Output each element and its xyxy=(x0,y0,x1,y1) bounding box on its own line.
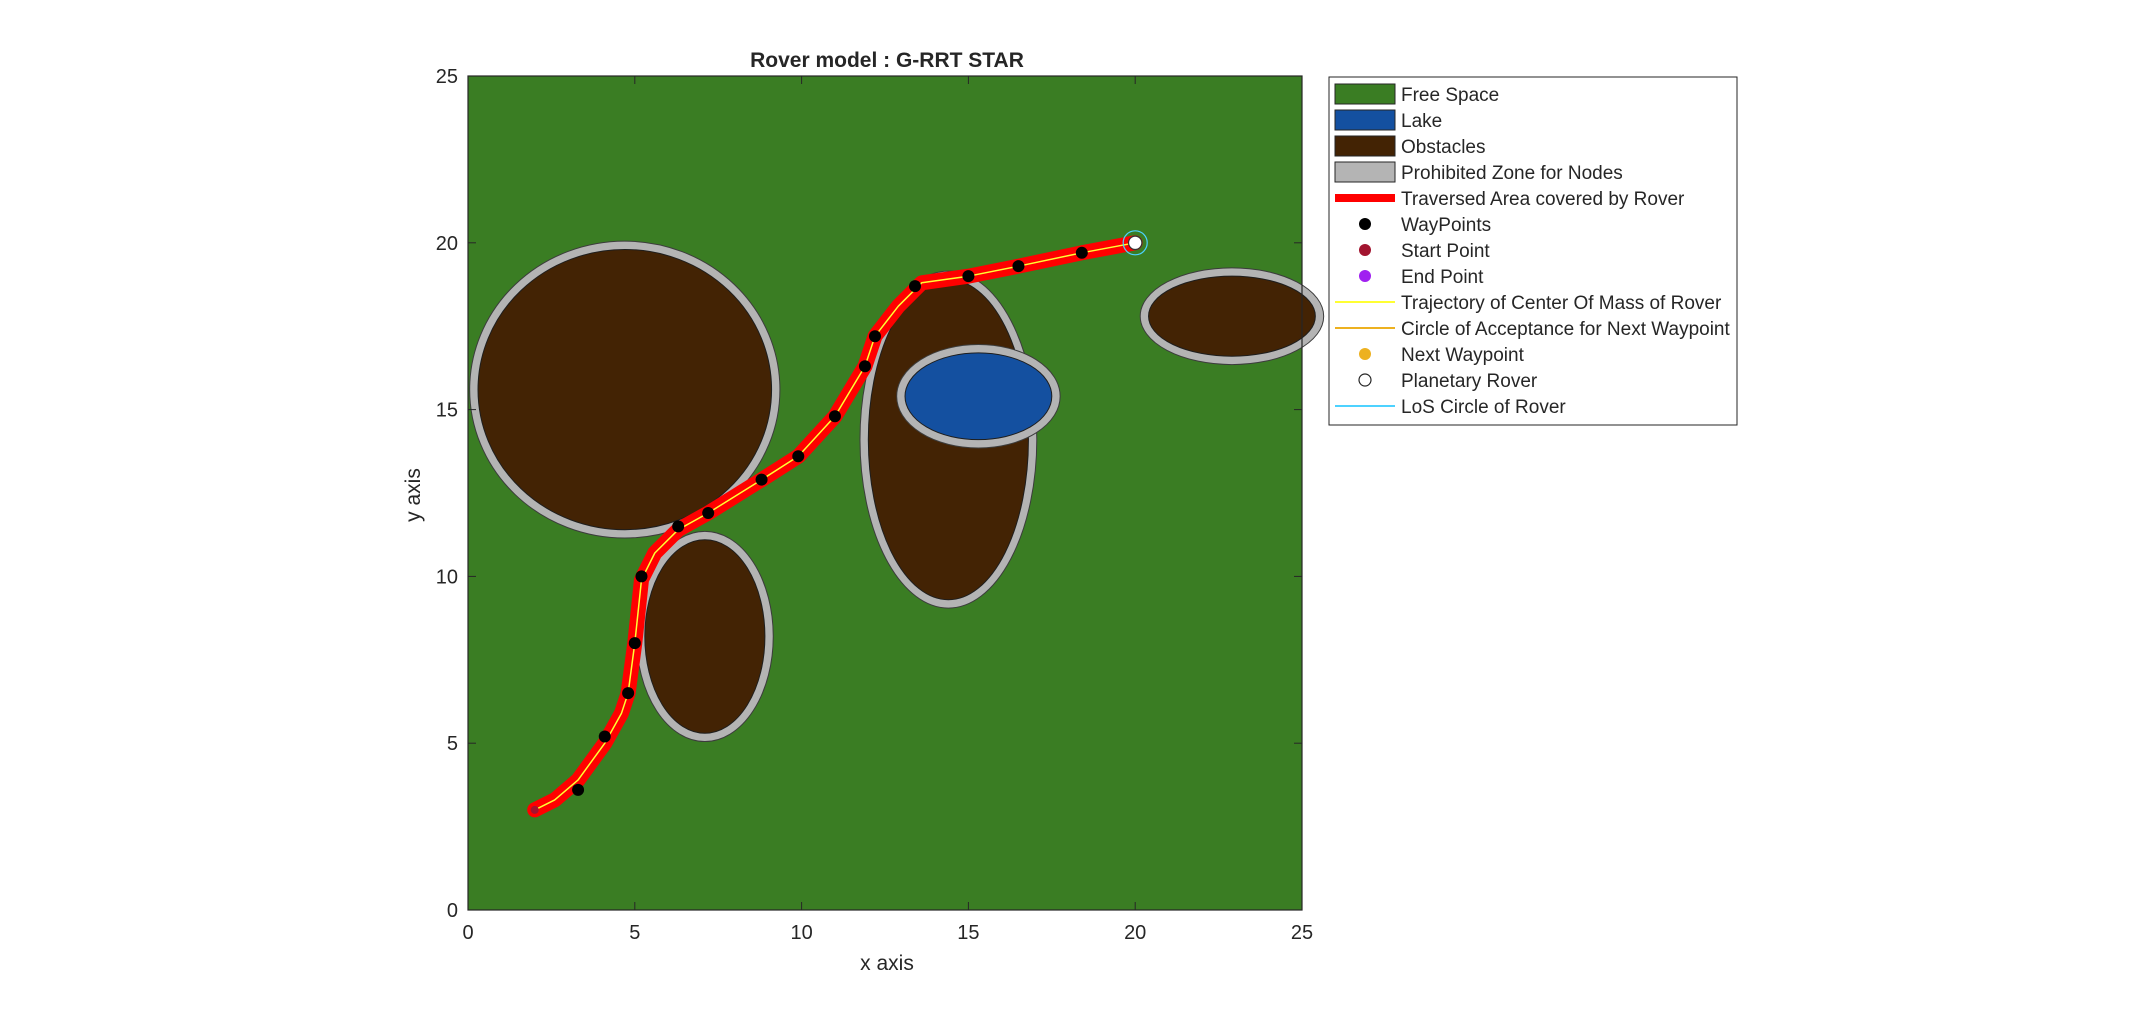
trajectory-line xyxy=(534,242,1136,811)
x-tick-label: 10 xyxy=(790,922,812,944)
legend-swatch xyxy=(1359,244,1371,256)
x-tick-label: 0 xyxy=(462,922,473,944)
legend-label: Free Space xyxy=(1401,85,1499,106)
x-tick-label: 15 xyxy=(957,922,979,944)
waypoint-14 xyxy=(962,270,975,283)
legend-label: End Point xyxy=(1401,267,1484,288)
obstacle-4 xyxy=(1148,275,1316,357)
legend-swatch xyxy=(1334,135,1396,157)
legend-label: LoS Circle of Rover xyxy=(1401,397,1566,418)
legend-swatch xyxy=(1359,348,1371,360)
waypoint-11 xyxy=(858,360,871,373)
legend-label: Trajectory of Center Of Mass of Rover xyxy=(1401,293,1722,314)
legend-swatch xyxy=(1358,373,1372,387)
start-point xyxy=(530,805,539,814)
legend-label: Prohibited Zone for Nodes xyxy=(1401,163,1623,184)
obstacle-2 xyxy=(644,539,766,734)
legend-label: Planetary Rover xyxy=(1401,371,1538,392)
legend-label: Obstacles xyxy=(1401,137,1485,158)
y-tick-label: 10 xyxy=(436,566,458,588)
waypoint-2 xyxy=(598,730,611,743)
waypoint-8 xyxy=(755,473,768,486)
y-tick-label: 0 xyxy=(447,900,458,922)
waypoint-4 xyxy=(628,637,641,650)
y-tick-label: 15 xyxy=(436,400,458,422)
waypoint-9 xyxy=(792,450,805,463)
planetary-rover xyxy=(1127,235,1143,251)
waypoint-5 xyxy=(635,570,648,583)
waypoint-6 xyxy=(672,520,685,533)
chart-title: Rover model : G-RRT STAR xyxy=(750,49,1024,72)
waypoint-13 xyxy=(909,280,922,293)
waypoint-12 xyxy=(868,330,881,343)
y-axis-label: y axis xyxy=(402,468,425,522)
axes-ticks: 0 5 10 15 20 25 0 5 10 15 20 25 xyxy=(436,66,1313,944)
x-tick-label: 20 xyxy=(1124,922,1146,944)
x-tick-label: 5 xyxy=(629,922,640,944)
waypoint-7 xyxy=(702,507,715,520)
legend-swatch xyxy=(1359,270,1371,282)
obstacle-1 xyxy=(477,248,773,531)
waypoint-15 xyxy=(1012,260,1025,273)
legend-label: Lake xyxy=(1401,111,1442,132)
waypoint-3 xyxy=(622,687,635,700)
legend-box xyxy=(1328,76,1738,426)
legend-label: Next Waypoint xyxy=(1401,345,1525,366)
legend-label: Traversed Area covered by Rover xyxy=(1401,189,1685,210)
waypoint-16 xyxy=(1075,246,1088,259)
legend-label: Start Point xyxy=(1401,241,1490,262)
los-circle xyxy=(1122,230,1148,256)
x-axis-label: x axis xyxy=(860,952,914,975)
lake xyxy=(904,352,1053,441)
legend-swatch xyxy=(1334,109,1396,131)
legend-swatch xyxy=(1359,218,1371,230)
y-tick-label: 5 xyxy=(447,733,458,755)
waypoint-1 xyxy=(572,783,585,796)
axes-box xyxy=(467,75,1303,911)
legend-label: WayPoints xyxy=(1401,215,1491,236)
x-tick-label: 25 xyxy=(1291,922,1313,944)
waypoint-10 xyxy=(828,410,841,423)
plot-area xyxy=(467,75,1325,911)
legend-swatch xyxy=(1334,83,1396,105)
legend-swatch xyxy=(1334,161,1396,183)
y-tick-label: 20 xyxy=(436,233,458,255)
legend-label: Circle of Acceptance for Next Waypoint xyxy=(1401,319,1730,340)
legend: Free Space Lake Obstacles Prohibited Zone f… xyxy=(1328,76,1738,426)
y-tick-label: 25 xyxy=(436,66,458,88)
